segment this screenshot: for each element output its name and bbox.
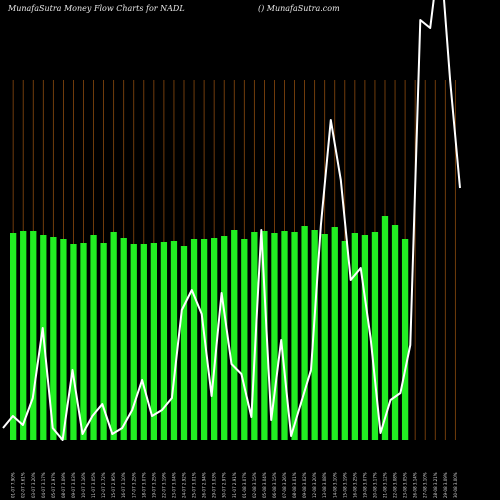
bar xyxy=(50,237,57,440)
bar xyxy=(80,243,87,440)
tick-label: 12-07 2.72% xyxy=(101,472,106,498)
bar xyxy=(10,233,17,440)
tick-label: 09-08 3.02% xyxy=(302,472,307,498)
bar xyxy=(351,233,358,440)
tick-label: 22-07 3.19% xyxy=(161,472,166,498)
bar xyxy=(271,233,278,440)
bar xyxy=(60,239,67,440)
tick-label: 06-08 3.15% xyxy=(272,472,277,498)
chart-subtitle: () MunafaSutra.com xyxy=(258,4,340,13)
tick-label: 03-07 3.20% xyxy=(31,472,36,498)
tick-label: 29-08 3.09% xyxy=(443,472,448,498)
tick-label: 13-08 3.08% xyxy=(322,472,327,498)
bar xyxy=(291,232,298,440)
bar xyxy=(170,241,178,440)
bar xyxy=(361,235,369,440)
tick-label: 05-07 2.97% xyxy=(51,472,56,498)
tick-label: 12-08 3.20% xyxy=(312,472,317,498)
tick-label: 14-08 3.10% xyxy=(332,472,337,498)
bar xyxy=(231,230,238,440)
tick-label: 23-07 3.04% xyxy=(171,472,176,498)
tick-label: 02-07 3.61% xyxy=(21,472,26,498)
tick-label: 01-07 7.90% xyxy=(11,472,16,498)
tick-label: 21-08 3.12% xyxy=(383,472,388,498)
bar xyxy=(90,235,97,440)
tick-label: 30-07 2.97% xyxy=(222,472,227,498)
bar xyxy=(130,244,137,440)
tick-label: 24-07 2.92% xyxy=(182,472,187,498)
chart-title: MunafaSutra Money Flow Charts for NADL xyxy=(7,4,185,13)
tick-label: 15-08 3.19% xyxy=(342,472,347,498)
bar xyxy=(311,230,318,440)
bar xyxy=(140,244,147,440)
tick-label: 11-07 3.05% xyxy=(91,472,96,498)
tick-label: 17-07 3.25% xyxy=(131,472,136,498)
tick-label: 23-08 3.05% xyxy=(403,472,408,498)
tick-label: 27-08 3.10% xyxy=(423,472,428,498)
money-flow-line-path xyxy=(2,0,461,441)
bar xyxy=(331,227,338,440)
tick-label: 09-07 3.03% xyxy=(71,472,76,498)
bars xyxy=(10,216,409,440)
money-flow-line xyxy=(2,0,461,441)
tick-label: 05-08 3.04% xyxy=(262,472,267,498)
tick-label: 15-07 2.95% xyxy=(111,472,116,498)
tick-label: 28-08 3.21% xyxy=(433,472,438,498)
bar xyxy=(160,242,168,440)
tick-label: 20-08 3.17% xyxy=(372,472,377,498)
tick-label: 01-08 3.07% xyxy=(242,472,247,498)
bar xyxy=(120,238,127,440)
tick-label: 10-07 3.16% xyxy=(81,472,86,498)
tick-label: 08-08 3.01% xyxy=(292,472,297,498)
bar xyxy=(110,232,117,440)
bar xyxy=(241,239,248,440)
bar xyxy=(251,232,258,440)
bar xyxy=(301,226,308,440)
bar xyxy=(391,225,399,440)
tick-label: 02-08 3.15% xyxy=(252,472,257,498)
tick-label: 16-08 3.25% xyxy=(352,472,357,498)
bar xyxy=(261,231,268,440)
bar xyxy=(180,246,188,440)
tick-label: 26-07 2.94% xyxy=(202,472,207,498)
tick-label: 19-07 3.25% xyxy=(151,472,156,498)
bar xyxy=(30,231,37,440)
tick-label: 18-07 3.07% xyxy=(141,472,146,498)
bar xyxy=(341,241,348,440)
tick-label: 07-08 3.26% xyxy=(282,472,287,498)
bar xyxy=(70,244,77,440)
bar xyxy=(371,232,379,440)
tick-label: 19-08 3.07% xyxy=(362,472,367,498)
bar xyxy=(100,243,107,440)
bar xyxy=(321,234,328,440)
tick-label: 31-07 2.91% xyxy=(232,472,237,498)
bar xyxy=(150,243,157,440)
bar xyxy=(281,231,288,440)
tick-label: 29-07 3.03% xyxy=(212,472,217,498)
bar xyxy=(211,238,218,440)
tick-label: 08-07 3.09% xyxy=(61,472,66,498)
tick-label: 26-08 3.14% xyxy=(413,472,418,498)
tick-label: 04-07 3.17% xyxy=(41,472,46,498)
bar xyxy=(381,216,389,440)
bar xyxy=(221,236,228,440)
tick-label: 22-08 3.08% xyxy=(393,472,398,498)
tick-label: 16-07 3.10% xyxy=(121,472,126,498)
x-axis-tick-labels: 01-07 7.90% 02-07 3.61% 03-07 3.20% 04-07 3… xyxy=(11,472,458,498)
tick-label: 30-08 3.00% xyxy=(453,472,458,498)
tick-label: 25-07 3.01% xyxy=(192,472,197,498)
bar xyxy=(20,231,27,440)
bar xyxy=(190,239,198,440)
bar xyxy=(401,239,409,440)
